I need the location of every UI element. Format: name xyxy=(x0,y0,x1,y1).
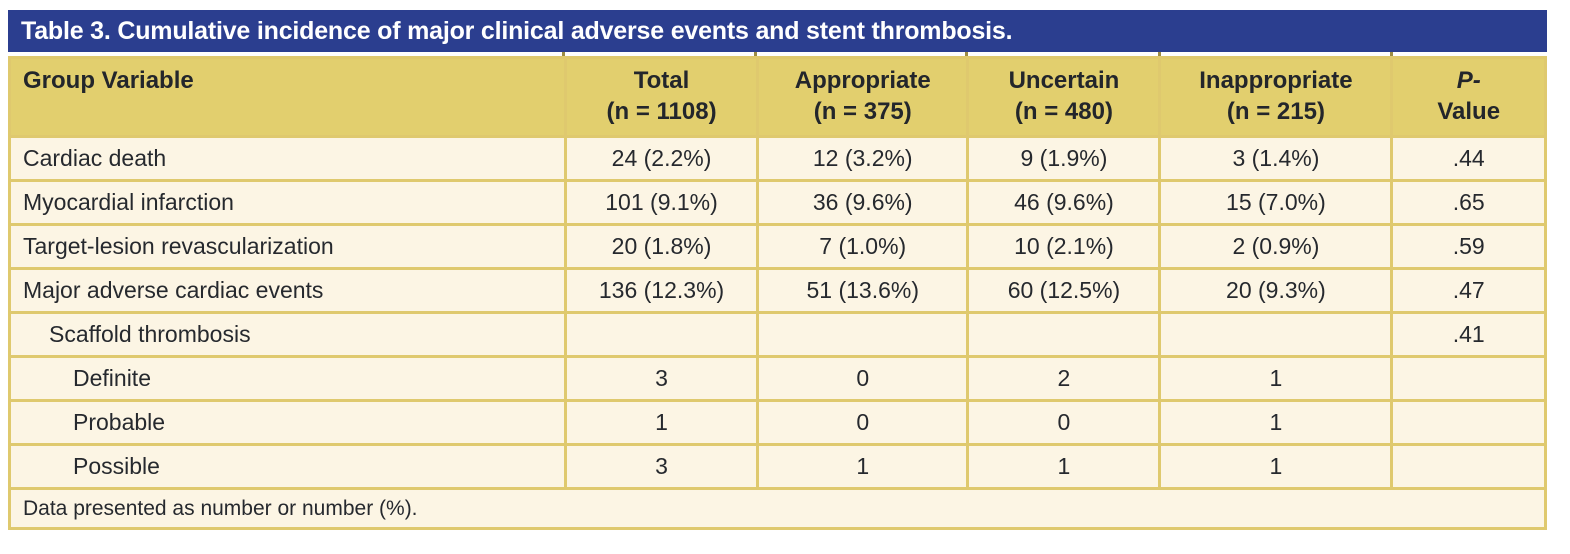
value-cell: 0 xyxy=(966,399,1162,446)
value-cell: 136 (12.3%) xyxy=(564,267,760,314)
value-cell: 3 xyxy=(564,443,760,490)
value-cell: 2 (0.9%) xyxy=(1158,223,1394,270)
row-label: Target-lesion revascularization xyxy=(7,223,568,270)
column-tick xyxy=(8,52,566,56)
value-cell: 24 (2.2%) xyxy=(564,135,760,182)
value-cell: 20 (1.8%) xyxy=(564,223,760,270)
value-cell: 7 (1.0%) xyxy=(756,223,970,270)
table-figure: Table 3. Cumulative incidence of major c… xyxy=(7,10,1547,530)
table-footnote: Data presented as number or number (%). xyxy=(8,487,1547,530)
header-group-variable: Group Variable xyxy=(7,56,568,138)
row-label: Myocardial infarction xyxy=(7,179,568,226)
table-row: Possible 3 1 1 1 xyxy=(7,443,1547,490)
table-title: Table 3. Cumulative incidence of major c… xyxy=(21,16,1013,45)
table-row: Scaffold thrombosis .41 xyxy=(7,311,1547,358)
table-row: Probable 1 0 0 1 xyxy=(7,399,1547,446)
value-cell xyxy=(1158,311,1394,358)
column-tick xyxy=(757,52,969,56)
value-cell: 0 xyxy=(756,355,970,402)
header-appropriate: Appropriate (n = 375) xyxy=(756,56,970,138)
row-label: Major adverse cardiac events xyxy=(7,267,568,314)
header-row: Group Variable Total (n = 1108) Appropri… xyxy=(7,56,1547,138)
value-cell: 1 xyxy=(564,399,760,446)
value-cell: 2 xyxy=(966,355,1162,402)
value-cell xyxy=(1390,443,1547,490)
value-cell: 20 (9.3%) xyxy=(1158,267,1394,314)
row-label: Possible xyxy=(7,443,568,490)
header-inappropriate: Inappropriate (n = 215) xyxy=(1158,56,1394,138)
value-cell: 1 xyxy=(1158,399,1394,446)
row-label: Definite xyxy=(7,355,568,402)
value-cell: 3 (1.4%) xyxy=(1158,135,1394,182)
value-cell: .47 xyxy=(1390,267,1547,314)
value-cell: 51 (13.6%) xyxy=(756,267,970,314)
value-cell: 15 (7.0%) xyxy=(1158,179,1394,226)
table-row: Cardiac death 24 (2.2%) 12 (3.2%) 9 (1.9%) 3… xyxy=(7,135,1547,182)
table-row: Definite 3 0 2 1 xyxy=(7,355,1547,402)
value-cell: 3 xyxy=(564,355,760,402)
value-cell: 10 (2.1%) xyxy=(966,223,1162,270)
header-uncertain: Uncertain (n = 480) xyxy=(966,56,1162,138)
value-cell: 1 xyxy=(756,443,970,490)
table-row: Myocardial infarction 101 (9.1%) 36 (9.6%)… xyxy=(7,179,1547,226)
value-cell: 1 xyxy=(1158,355,1394,402)
value-cell: 46 (9.6%) xyxy=(966,179,1162,226)
value-cell: .59 xyxy=(1390,223,1547,270)
value-cell: 36 (9.6%) xyxy=(756,179,970,226)
value-cell: .41 xyxy=(1390,311,1547,358)
table-body: Cardiac death 24 (2.2%) 12 (3.2%) 9 (1.9%) 3… xyxy=(7,135,1547,490)
value-cell: 101 (9.1%) xyxy=(564,179,760,226)
value-cell: 60 (12.5%) xyxy=(966,267,1162,314)
value-cell: 9 (1.9%) xyxy=(966,135,1162,182)
header-p-value: P- Value xyxy=(1390,56,1547,138)
value-cell: .44 xyxy=(1390,135,1547,182)
value-cell xyxy=(756,311,970,358)
row-label: Probable xyxy=(7,399,568,446)
table-row: Target-lesion revascularization 20 (1.8%)… xyxy=(7,223,1547,270)
row-label: Cardiac death xyxy=(7,135,568,182)
value-cell: .65 xyxy=(1390,179,1547,226)
header-total: Total (n = 1108) xyxy=(564,56,760,138)
value-cell xyxy=(966,311,1162,358)
table-title-bar: Table 3. Cumulative incidence of major c… xyxy=(8,10,1547,52)
column-tick xyxy=(565,52,758,56)
data-table: Group Variable Total (n = 1108) Appropri… xyxy=(7,56,1547,530)
table-row: Major adverse cardiac events 136 (12.3%) 5… xyxy=(7,267,1547,314)
value-cell xyxy=(1390,399,1547,446)
column-tick xyxy=(1161,52,1394,56)
column-tick xyxy=(1393,52,1547,56)
column-tick xyxy=(968,52,1161,56)
value-cell: 0 xyxy=(756,399,970,446)
row-label: Scaffold thrombosis xyxy=(7,311,568,358)
value-cell xyxy=(564,311,760,358)
value-cell: 1 xyxy=(1158,443,1394,490)
value-cell: 12 (3.2%) xyxy=(756,135,970,182)
column-tick-marks xyxy=(8,52,1547,56)
footnote-row: Data presented as number or number (%). xyxy=(8,487,1547,530)
value-cell: 1 xyxy=(966,443,1162,490)
value-cell xyxy=(1390,355,1547,402)
